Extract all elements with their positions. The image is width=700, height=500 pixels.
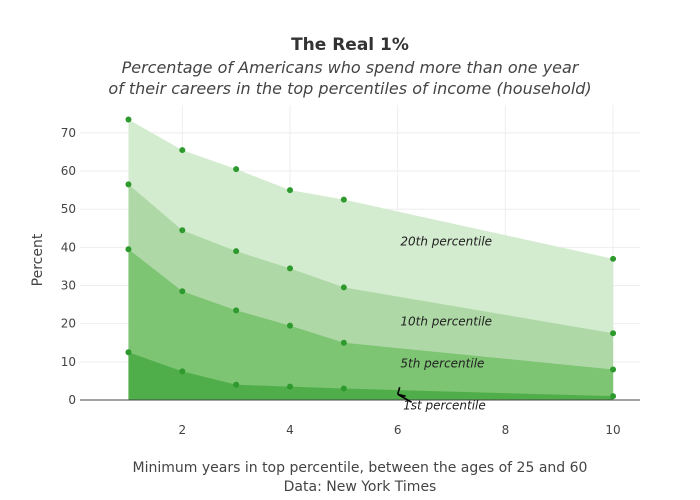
chart-title: The Real 1%: [291, 35, 409, 55]
x-axis-title-line-1: Minimum years in top percentile, between…: [133, 460, 588, 476]
area-series: [128, 119, 614, 400]
data-point-5th-percentile-4: [287, 322, 293, 329]
data-point-5th-percentile-10: [610, 366, 617, 373]
data-point-5th-percentile-2: [179, 288, 186, 295]
data-point-1st-percentile-10: [610, 393, 617, 400]
chart-subtitle-line-1: Percentage of Americans who spend more t…: [122, 58, 580, 77]
data-markers: [125, 116, 617, 400]
x-tick-label-6: 6: [394, 423, 402, 437]
annotation-10th-percentile: 10th percentile: [400, 315, 492, 329]
data-point-10th-percentile-3: [233, 248, 240, 255]
data-point-20th-percentile-1: [125, 116, 132, 123]
annotation-5th-percentile: 5th percentile: [400, 357, 484, 371]
annotation-1st-percentile: 1st percentile: [403, 399, 486, 413]
x-axis-title-line-2: Data: New York Times: [284, 479, 437, 495]
series-annotations: 20th percentile 10th percentile 5th percen…: [396, 234, 492, 413]
data-point-20th-percentile-5: [340, 196, 347, 203]
data-point-5th-percentile-3: [233, 307, 240, 314]
data-point-1st-percentile-1: [125, 349, 132, 356]
data-point-1st-percentile-5: [340, 385, 347, 392]
x-tick-label-4: 4: [286, 423, 294, 437]
x-tick-label-2: 2: [178, 423, 186, 437]
y-tick-label-40: 40: [61, 240, 76, 254]
y-tick-label-60: 60: [61, 164, 76, 178]
annotation-arrow-1st-percentile: [396, 387, 413, 403]
y-tick-label-50: 50: [61, 202, 76, 216]
chart-subtitle-line-2: of their careers in the top percentiles …: [108, 79, 591, 98]
y-tick-label-20: 20: [61, 317, 76, 331]
axes: 0 10 20 30 40 50 60 70 2 4 6 8 10: [61, 126, 640, 437]
data-point-10th-percentile-1: [125, 181, 132, 188]
data-point-10th-percentile-10: [610, 330, 617, 337]
data-point-20th-percentile-4: [287, 187, 293, 194]
data-point-10th-percentile-2: [179, 227, 186, 234]
area-5th-percentile: [128, 249, 614, 400]
y-tick-label-0: 0: [68, 393, 76, 407]
data-point-1st-percentile-4: [287, 383, 293, 390]
data-point-10th-percentile-5: [340, 284, 347, 291]
annotation-20th-percentile: 20th percentile: [400, 234, 492, 248]
area-1st-percentile: [128, 352, 614, 400]
data-point-5th-percentile-1: [125, 246, 132, 253]
data-point-20th-percentile-10: [610, 255, 617, 262]
x-tick-label-10: 10: [605, 423, 620, 437]
data-point-5th-percentile-5: [340, 339, 347, 346]
y-tick-label-70: 70: [61, 126, 76, 140]
data-point-20th-percentile-2: [179, 147, 186, 154]
y-axis-title: Percent: [30, 233, 46, 286]
x-tick-label-8: 8: [502, 423, 510, 437]
data-point-20th-percentile-3: [233, 166, 240, 173]
data-point-1st-percentile-3: [233, 381, 240, 388]
y-tick-label-30: 30: [61, 279, 76, 293]
y-tick-label-10: 10: [61, 355, 76, 369]
data-point-10th-percentile-4: [287, 265, 293, 272]
data-point-1st-percentile-2: [179, 368, 186, 375]
